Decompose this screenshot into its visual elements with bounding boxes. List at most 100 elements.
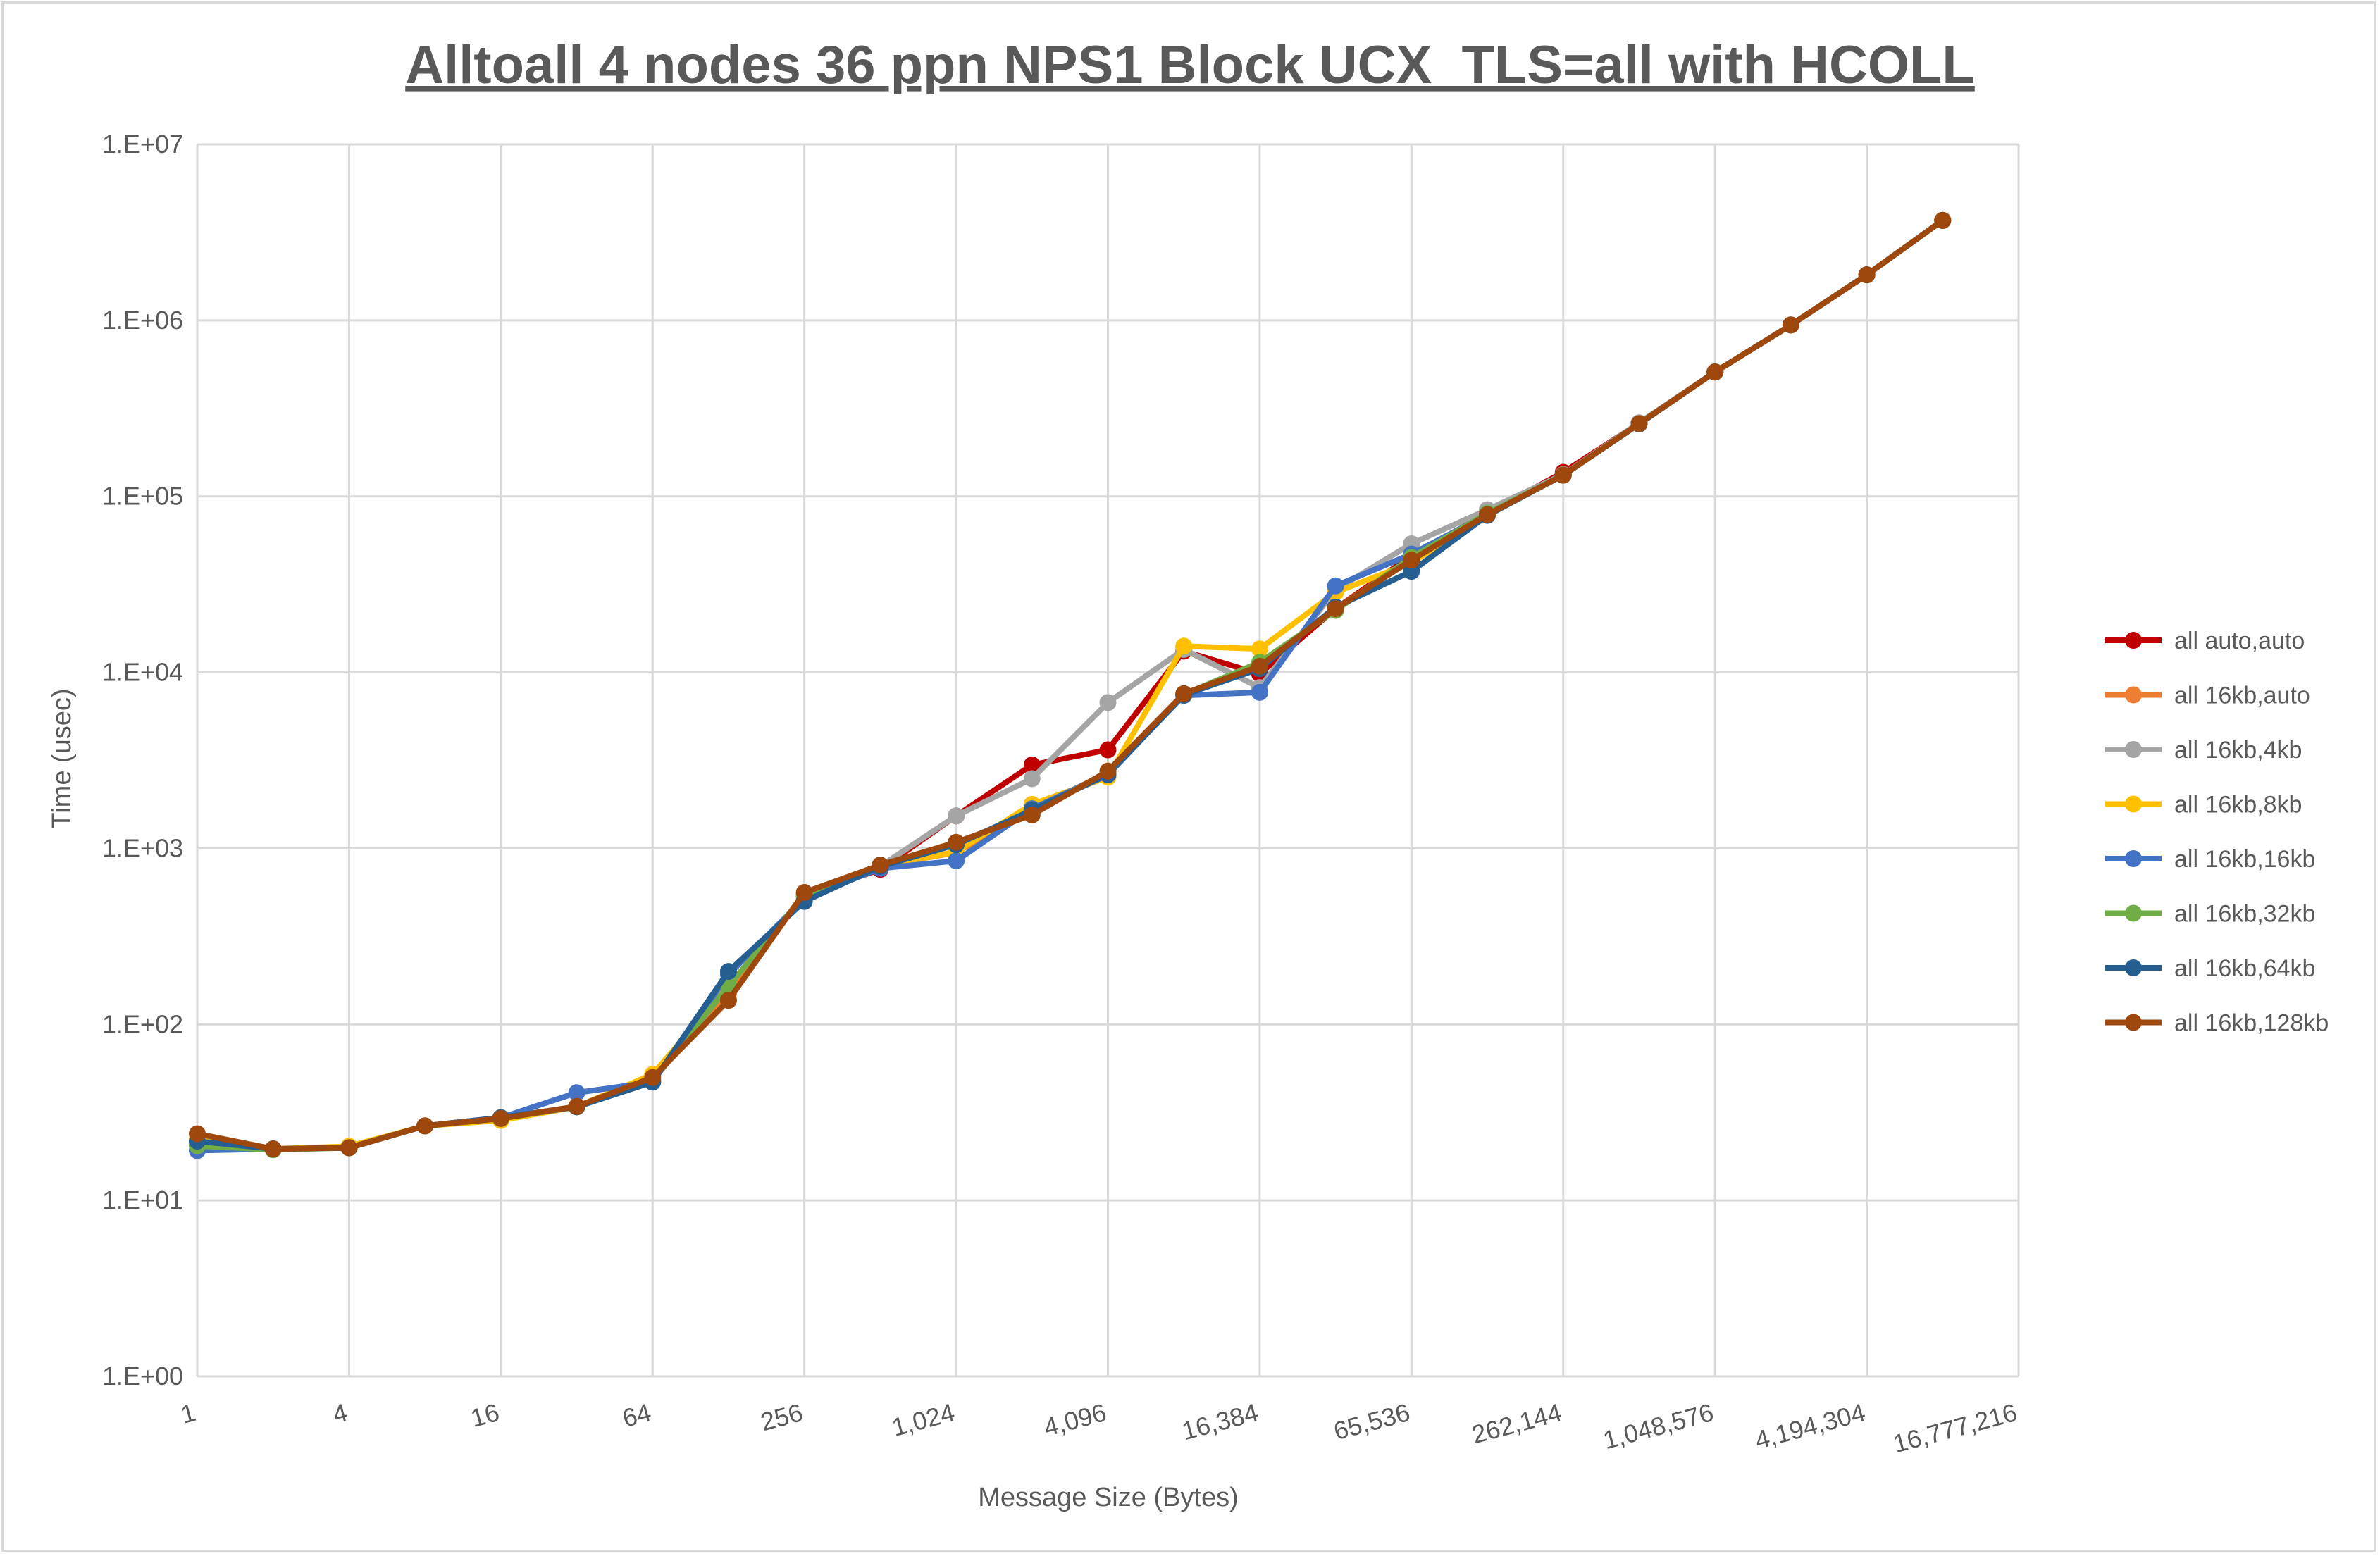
y-tick-label: 1.E+02 bbox=[102, 1009, 183, 1038]
data-point bbox=[644, 1069, 662, 1086]
legend-item: all 16kb,64kb bbox=[2105, 955, 2315, 982]
legend-item: all 16kb,4kb bbox=[2105, 737, 2302, 764]
data-point bbox=[872, 857, 889, 874]
data-point bbox=[568, 1084, 585, 1102]
legend-item: all 16kb,128kb bbox=[2105, 1010, 2329, 1037]
legend-item: all auto,auto bbox=[2105, 628, 2305, 654]
series-line bbox=[197, 218, 1945, 1152]
data-point bbox=[1934, 211, 1952, 229]
series-line bbox=[197, 218, 1945, 1154]
data-point bbox=[1099, 741, 1117, 759]
legend-label: all 16kb,16kb bbox=[2174, 846, 2315, 873]
x-tick-label: 64 bbox=[619, 1398, 654, 1433]
data-point bbox=[492, 1109, 509, 1127]
data-point bbox=[1023, 770, 1041, 788]
x-tick-label: 16,777,216 bbox=[1890, 1398, 2020, 1458]
legend-item: all 16kb,16kb bbox=[2105, 846, 2315, 873]
legend-item: all 16kb,auto bbox=[2105, 683, 2310, 709]
data-point bbox=[1706, 363, 1724, 381]
series-line bbox=[197, 218, 1945, 1152]
legend-marker bbox=[2125, 795, 2142, 813]
x-tick-label: 4 bbox=[330, 1398, 351, 1429]
x-tick-label: 1,048,576 bbox=[1600, 1398, 1716, 1455]
data-point bbox=[1858, 266, 1876, 284]
data-point bbox=[1327, 600, 1344, 618]
data-point bbox=[1099, 762, 1117, 780]
legend-marker bbox=[2125, 632, 2142, 649]
y-tick-label: 1.E+06 bbox=[102, 306, 183, 335]
legend-label: all 16kb,auto bbox=[2174, 683, 2310, 709]
series-all-16kb-32kb bbox=[189, 211, 1952, 1159]
legend-item: all 16kb,32kb bbox=[2105, 901, 2315, 928]
chart-title: Alltoall 4 nodes 36 ppn NPS1 Block UCX_T… bbox=[405, 35, 1975, 95]
data-point bbox=[948, 833, 965, 851]
data-point bbox=[1251, 683, 1268, 701]
legend-item: all 16kb,8kb bbox=[2105, 792, 2302, 819]
data-point bbox=[1175, 637, 1193, 655]
legend-label: all 16kb,128kb bbox=[2174, 1010, 2329, 1037]
data-point bbox=[340, 1139, 358, 1157]
data-point bbox=[1479, 506, 1496, 523]
legend-marker bbox=[2125, 741, 2142, 758]
x-tick-label: 65,536 bbox=[1330, 1398, 1413, 1445]
series-line bbox=[197, 218, 1945, 1152]
x-tick-label: 16,384 bbox=[1179, 1398, 1261, 1445]
series-all-16kb-128kb bbox=[189, 211, 1952, 1158]
data-point bbox=[1175, 685, 1193, 702]
series-line bbox=[197, 218, 1945, 1152]
y-tick-label: 1.E+03 bbox=[102, 833, 183, 862]
x-axis-title: Message Size (Bytes) bbox=[978, 1483, 1239, 1512]
data-point bbox=[416, 1117, 434, 1135]
y-axis-title: Time (usec) bbox=[47, 688, 77, 828]
data-point bbox=[189, 1125, 206, 1143]
legend-label: all 16kb,4kb bbox=[2174, 737, 2302, 764]
data-point bbox=[1023, 806, 1041, 823]
series-line bbox=[197, 218, 1945, 1152]
data-point bbox=[948, 807, 965, 825]
data-point bbox=[1023, 756, 1041, 773]
x-tick-label: 1,024 bbox=[889, 1398, 958, 1442]
series-all-16kb-auto bbox=[189, 211, 1952, 1158]
x-tick-label: 16 bbox=[468, 1398, 502, 1433]
y-tick-label: 1.E+00 bbox=[102, 1362, 183, 1390]
data-point bbox=[795, 883, 813, 901]
x-tick-label: 1 bbox=[178, 1398, 199, 1429]
series-lines bbox=[189, 211, 1952, 1159]
data-point bbox=[1099, 694, 1117, 711]
legend-marker bbox=[2125, 959, 2142, 976]
data-point bbox=[1782, 316, 1799, 334]
data-point bbox=[1554, 466, 1572, 484]
x-tick-label: 4,194,304 bbox=[1752, 1398, 1868, 1455]
x-tick-label: 4,096 bbox=[1041, 1398, 1110, 1442]
data-point bbox=[264, 1140, 282, 1158]
data-point bbox=[568, 1097, 585, 1115]
data-point bbox=[1251, 657, 1268, 675]
data-point bbox=[948, 852, 965, 870]
y-tick-label: 1.E+04 bbox=[102, 658, 183, 687]
x-tick-label: 262,144 bbox=[1469, 1398, 1565, 1449]
series-all-16kb-8kb bbox=[189, 211, 1952, 1158]
series-line bbox=[197, 218, 1945, 1153]
data-point bbox=[1327, 577, 1344, 595]
legend-marker bbox=[2125, 850, 2142, 867]
y-tick-label: 1.E+05 bbox=[102, 482, 183, 511]
data-point bbox=[719, 963, 737, 981]
data-point bbox=[1630, 415, 1648, 432]
legend-label: all auto,auto bbox=[2174, 628, 2305, 654]
y-tick-label: 1.E+07 bbox=[102, 130, 183, 158]
legend-marker bbox=[2125, 686, 2142, 704]
legend: all auto,auto all 16kb,auto all 16kb,4kb al… bbox=[2105, 628, 2329, 1037]
legend-marker bbox=[2125, 1014, 2142, 1031]
data-point bbox=[1251, 640, 1268, 658]
x-tick-label: 256 bbox=[757, 1398, 806, 1436]
series-all-auto-auto bbox=[189, 211, 1952, 1158]
series-line bbox=[197, 218, 1945, 1152]
y-tick-label: 1.E+01 bbox=[102, 1185, 183, 1214]
legend-label: all 16kb,64kb bbox=[2174, 955, 2315, 982]
data-point bbox=[719, 992, 737, 1009]
data-point bbox=[1403, 552, 1420, 569]
legend-label: all 16kb,8kb bbox=[2174, 792, 2302, 819]
series-all-16kb-4kb bbox=[189, 211, 1952, 1158]
